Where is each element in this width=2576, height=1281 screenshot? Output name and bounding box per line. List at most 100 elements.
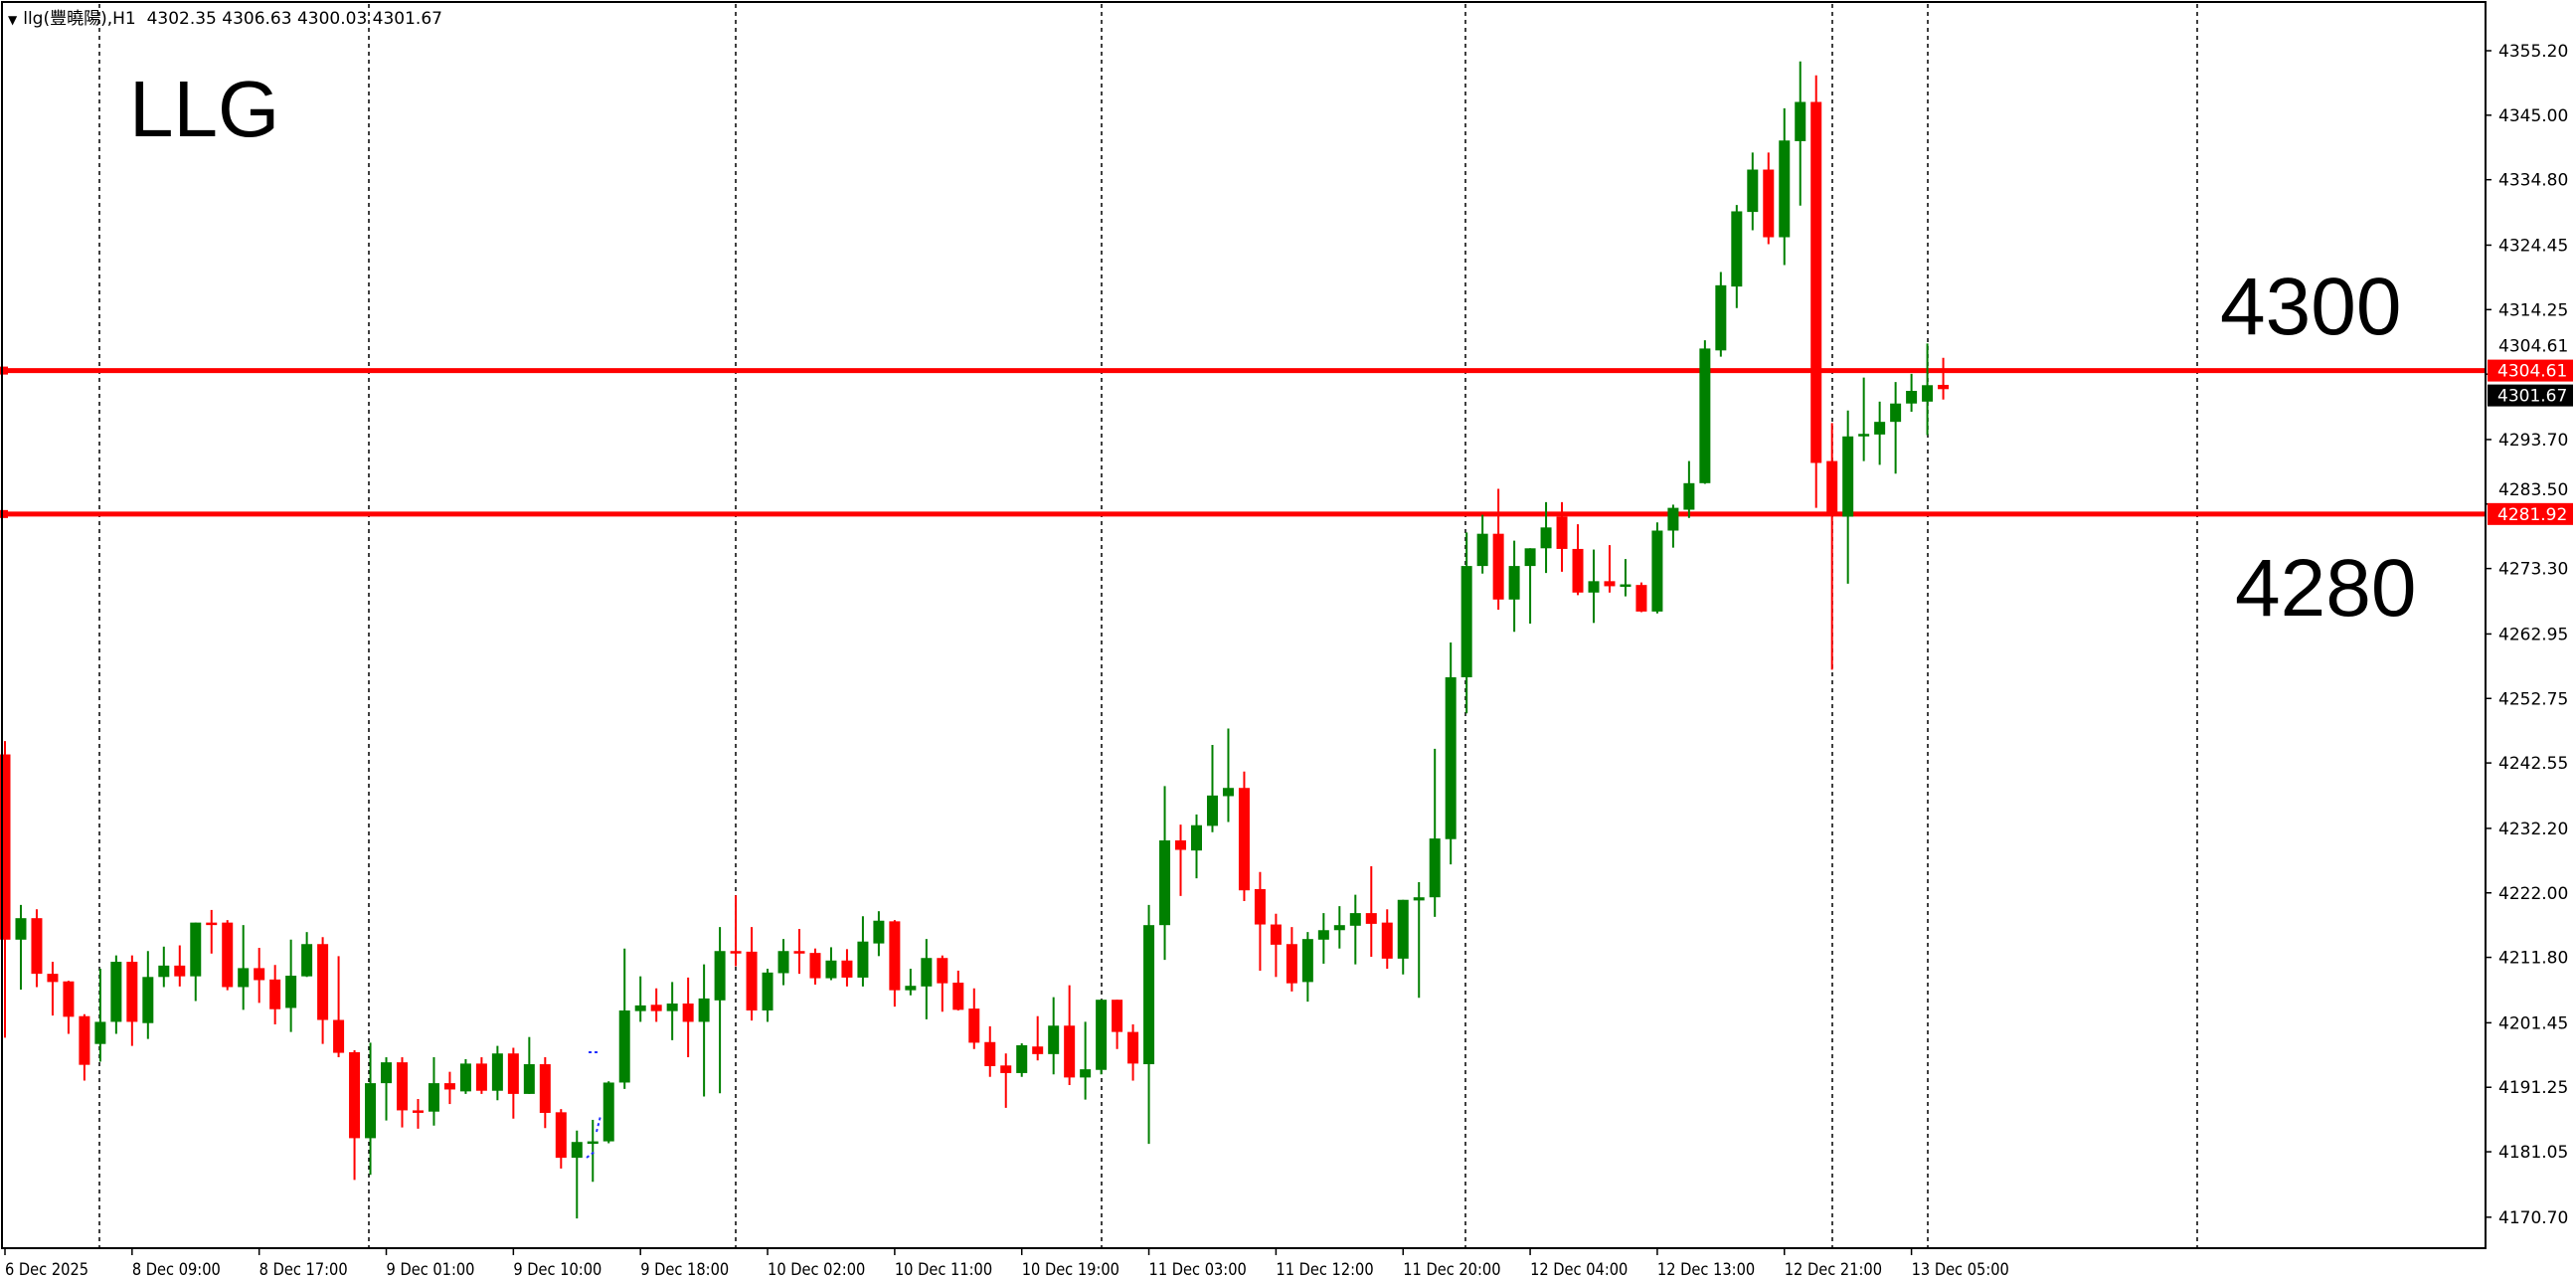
candle-body [1572, 548, 1584, 593]
triangle-down-icon[interactable]: ▼ [8, 13, 18, 27]
candle-body [1286, 944, 1297, 984]
candle-body [1763, 169, 1775, 238]
price-tick-label: 4211.80 [2498, 949, 2568, 969]
candle-body [1667, 507, 1679, 531]
last-price-label: 4301.67 [2497, 387, 2567, 407]
level-anchor-handle [0, 509, 8, 518]
price-tick-label: 4334.80 [2498, 171, 2568, 191]
price-tick-label: 4222.00 [2498, 884, 2568, 904]
time-tick-label: 10 Dec 19:00 [1022, 1259, 1119, 1279]
candle-body [1429, 838, 1441, 898]
level-price-tag [2488, 502, 2573, 525]
price-tick-label: 4191.25 [2498, 1078, 2568, 1098]
last-price-tag [2488, 384, 2573, 407]
trade-arrow-marker [586, 1051, 601, 1159]
time-tick-label: 8 Dec 17:00 [259, 1259, 348, 1279]
candle-body [1206, 795, 1218, 826]
candle-body [1747, 169, 1759, 213]
candle-body [889, 921, 901, 991]
price-tick-label: 4170.70 [2498, 1208, 2568, 1228]
candle-body [1476, 533, 1488, 567]
candle-body [1492, 533, 1504, 600]
candle-body [1826, 460, 1838, 514]
chart-header: ▼ llg(豐曉陽),H1 4302.35 4306.63 4300.03 430… [8, 4, 442, 29]
candle-body [254, 968, 265, 981]
candle-body [1922, 385, 1934, 402]
candle-body [397, 1062, 408, 1111]
candle-body [475, 1063, 487, 1091]
candle-body [1795, 101, 1806, 141]
candle-body [952, 983, 964, 1010]
candle-body [15, 918, 27, 940]
candle-body [443, 1083, 455, 1090]
candle-body [1159, 839, 1171, 926]
candle-body [1620, 584, 1631, 588]
time-tick-label: 8 Dec 09:00 [132, 1259, 221, 1279]
candle-body [618, 1009, 630, 1083]
candle-body [31, 918, 43, 975]
candle-body [825, 960, 837, 979]
candle-body [365, 1083, 377, 1139]
candles [0, 61, 1950, 1219]
candle-body [222, 922, 234, 988]
candle-body [0, 754, 11, 940]
candle-body [1397, 899, 1409, 959]
candle-body [1175, 839, 1187, 850]
candle-body [841, 960, 853, 978]
candle-body [1127, 1031, 1139, 1064]
candle-body [1080, 1069, 1092, 1078]
candle-body [1938, 384, 1950, 390]
candle-body [1810, 101, 1822, 463]
candle-body [1317, 930, 1329, 940]
price-axis[interactable]: 4355.20 4345.00 4334.80 4324.45 4314.25 4304.… [2486, 42, 2568, 1228]
candle-body [1143, 925, 1155, 1065]
candle-body [507, 1053, 519, 1094]
candle-body [1842, 436, 1854, 517]
candle-body [1016, 1044, 1028, 1073]
candle-body [1301, 939, 1313, 983]
candle-body [1540, 527, 1552, 549]
time-tick-label: 12 Dec 21:00 [1785, 1259, 1882, 1279]
time-tick-label: 10 Dec 02:00 [768, 1259, 865, 1279]
candle-body [857, 941, 869, 978]
candle-body [555, 1112, 567, 1159]
time-tick-label: 13 Dec 05:00 [1912, 1259, 2009, 1279]
candle-body [206, 922, 218, 926]
candle-body [1381, 922, 1393, 959]
price-tick-label: 4252.75 [2498, 689, 2568, 709]
candle-body [921, 958, 933, 987]
level-price-label: 4281.92 [2497, 505, 2567, 525]
candle-body [1032, 1046, 1044, 1054]
time-axis[interactable]: 6 Dec 2025 8 Dec 09:00 8 Dec 17:00 9 Dec 01… [4, 1248, 2009, 1279]
candle-body [1238, 788, 1250, 891]
time-tick-label: 11 Dec 12:00 [1276, 1259, 1373, 1279]
candle-body [587, 1141, 599, 1145]
candle-body [174, 965, 186, 977]
price-tick-label: 4242.55 [2498, 754, 2568, 774]
time-tick-label: 11 Dec 20:00 [1403, 1259, 1500, 1279]
candle-body [1270, 924, 1282, 945]
candle-body [905, 986, 917, 991]
candle-body [63, 981, 75, 1017]
candle-body [1333, 925, 1345, 931]
candle-body [682, 1003, 694, 1022]
candle-body [746, 951, 758, 1010]
price-tick-label: 4262.95 [2498, 625, 2568, 644]
candle-body [190, 922, 202, 977]
time-tick-label: 11 Dec 03:00 [1149, 1259, 1247, 1279]
time-tick-label: 9 Dec 10:00 [513, 1259, 601, 1279]
candle-body [1191, 824, 1202, 851]
candle-body [873, 920, 885, 944]
candle-body [79, 1015, 90, 1065]
candle-body [1651, 530, 1663, 612]
candle-body [1874, 422, 1886, 435]
candle-body [523, 1064, 535, 1094]
candle-body [793, 951, 805, 954]
price-tick-label: 4314.25 [2498, 300, 2568, 320]
time-tick-label: 9 Dec 18:00 [640, 1259, 729, 1279]
candle-body [285, 976, 297, 1008]
candle-body [301, 944, 313, 977]
time-tick-label: 9 Dec 01:00 [387, 1259, 475, 1279]
candle-body [1254, 888, 1266, 925]
